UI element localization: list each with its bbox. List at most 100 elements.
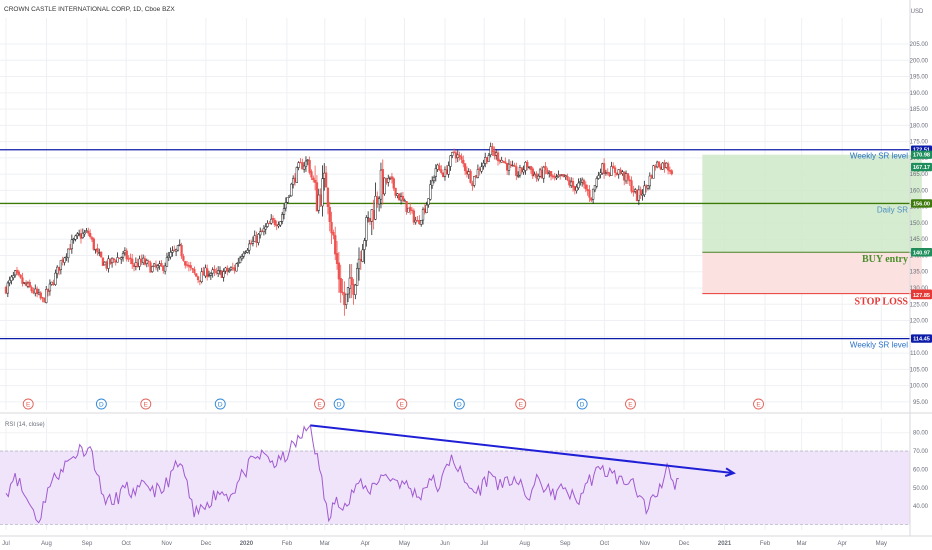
candle-body: [90, 237, 94, 240]
event-marker-label: D: [457, 401, 462, 408]
candle-body: [663, 162, 666, 169]
candle-body: [619, 169, 622, 174]
candle-body: [209, 273, 213, 276]
candle-body: [632, 190, 635, 193]
candle-body: [313, 179, 317, 183]
sr-level-label: Weekly SR level: [850, 341, 908, 350]
candle-body: [240, 256, 244, 260]
candle-body: [10, 276, 13, 281]
time-tick-label: Nov: [161, 541, 172, 547]
candle-body: [447, 165, 450, 175]
candle-body: [180, 245, 183, 257]
event-marker-label: E: [317, 401, 322, 408]
candle-body: [59, 260, 63, 270]
candle-body: [593, 185, 597, 191]
candle-body: [548, 172, 551, 174]
candle-body: [498, 160, 501, 162]
candle-body: [666, 163, 670, 171]
candle-body: [588, 189, 591, 198]
candle-body: [98, 252, 101, 254]
rsi-tick-label: 60.00: [913, 467, 929, 473]
candle-body: [390, 176, 394, 180]
candle-body: [207, 274, 211, 277]
candle-body: [538, 169, 542, 177]
candle-body: [399, 196, 403, 201]
time-tick-label: Feb: [760, 541, 771, 547]
candle-body: [350, 277, 353, 285]
candle-body: [233, 267, 236, 271]
price-tick-label: 120.00: [910, 319, 929, 325]
candle-body: [339, 277, 342, 293]
candle-body: [441, 173, 445, 178]
candle-body: [646, 185, 650, 189]
candle-body: [23, 282, 26, 284]
candle-body: [200, 271, 203, 282]
candle-body: [491, 146, 494, 152]
candle-body: [187, 264, 191, 267]
candle-body: [595, 178, 598, 187]
candle-body: [423, 208, 426, 213]
candle-body: [376, 196, 379, 204]
candle-body: [302, 165, 306, 170]
candle-body: [520, 167, 523, 173]
candle-body: [134, 262, 138, 267]
event-marker-label: E: [756, 401, 761, 408]
candle-body: [21, 277, 24, 284]
candle-body: [401, 195, 405, 201]
price-tick-label: 175.00: [910, 140, 929, 146]
candle-body: [173, 249, 176, 252]
candle-body: [456, 154, 459, 158]
candle-body: [156, 265, 159, 269]
candle-body: [652, 165, 655, 179]
candle-body: [39, 292, 42, 299]
candle-body: [284, 202, 287, 209]
time-tick-label: Jun: [440, 541, 450, 547]
candle-body: [414, 219, 417, 223]
candle-body: [392, 178, 395, 189]
candle-body: [524, 162, 527, 171]
price-tick-label: 135.00: [910, 270, 929, 276]
candle-body: [516, 175, 520, 177]
candle-body: [264, 226, 267, 230]
candle-body: [518, 166, 522, 176]
time-tick-label: 2021: [718, 541, 732, 547]
candle-body: [480, 166, 483, 172]
annotation-labels: Weekly SR level Daily SR Weekly SR level BU…: [850, 152, 909, 350]
candle-body: [218, 270, 222, 272]
candle-body: [451, 152, 454, 156]
candle-body: [158, 263, 161, 267]
candle-body: [334, 235, 337, 255]
candle-body: [645, 185, 648, 188]
time-tick-label: Apr: [837, 541, 846, 547]
price-tick-label: 130.00: [910, 286, 929, 292]
candle-body: [363, 240, 366, 250]
candle-body: [648, 175, 651, 187]
candle-body: [169, 252, 172, 258]
candle-body: [420, 219, 423, 225]
price-tag: [911, 290, 932, 300]
candle-body: [412, 210, 416, 223]
time-tick-label: Nov: [640, 541, 651, 547]
candle-body: [114, 260, 117, 263]
candle-body: [356, 268, 359, 286]
candle-body: [639, 189, 642, 196]
candle-body: [19, 274, 22, 278]
candle-body: [248, 243, 251, 251]
time-tick-label: Mar: [320, 541, 330, 547]
candle-body: [579, 181, 582, 183]
candle-body: [425, 204, 428, 213]
time-tick-label: Jul: [480, 541, 488, 547]
candle-body: [57, 266, 61, 271]
candle-body: [56, 266, 59, 274]
candle-body: [617, 169, 620, 175]
candle-body: [295, 167, 298, 183]
price-tick-label: 180.00: [910, 123, 929, 129]
candle-body: [96, 248, 99, 253]
event-earnings-marker: [314, 398, 325, 410]
candle-body: [485, 157, 489, 163]
candle-body: [162, 265, 165, 271]
candle-body: [383, 177, 386, 195]
candle-body: [454, 152, 458, 159]
